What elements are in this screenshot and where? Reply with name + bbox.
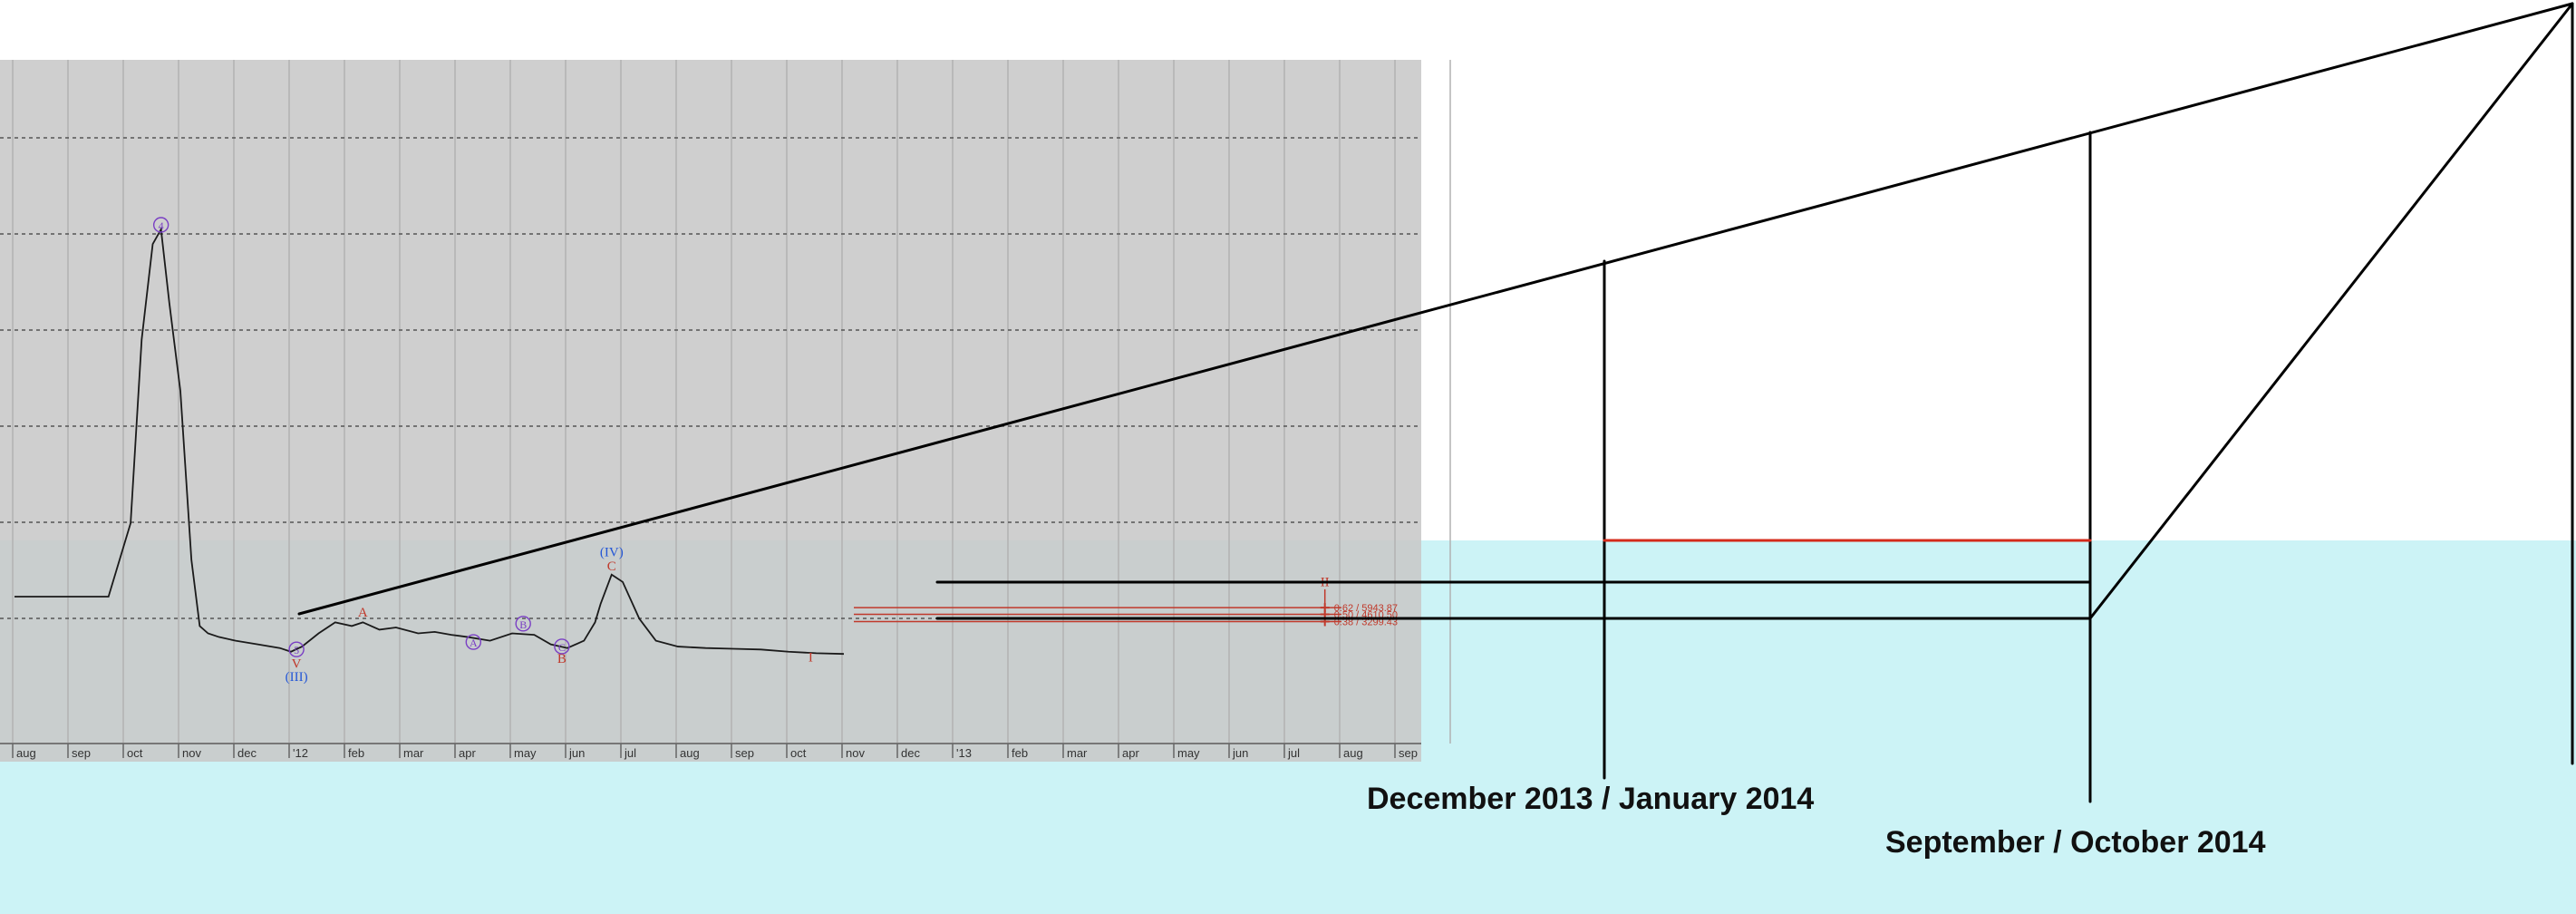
chart-grid (0, 60, 1451, 744)
rising-target-line (2088, 2, 2574, 620)
wave-label: B (519, 618, 527, 631)
circled-letter-icon (515, 616, 531, 632)
wave-label: 4 (159, 219, 164, 232)
chart-plot-area (0, 60, 1421, 762)
x-tick-label: feb (1012, 746, 1028, 760)
x-tick-label: apr (1122, 746, 1139, 760)
first-target-caption: December 2013 / January 2014 (1367, 782, 1815, 816)
x-tick-label: may (1177, 746, 1200, 760)
x-tick-label: sep (72, 746, 91, 760)
price-line (15, 227, 845, 656)
wave-label: V (292, 657, 302, 672)
x-tick-label: '12 (293, 746, 308, 760)
x-tick-label: oct (790, 746, 807, 760)
wave-label: A (358, 606, 368, 620)
x-tick-label: mar (403, 746, 424, 760)
x-tick-label: apr (459, 746, 476, 760)
fib-level-label: 0.38 / 3299.43 (1334, 617, 1398, 628)
x-tick-label: nov (182, 746, 201, 760)
circled-letter-icon (554, 638, 570, 655)
x-tick-label: may (514, 746, 537, 760)
x-tick-label: aug (680, 746, 700, 760)
wave-label: 5 (294, 644, 299, 656)
x-tick-label: sep (735, 746, 754, 760)
x-tick-label: aug (1343, 746, 1363, 760)
x-tick-label: oct (127, 746, 143, 760)
circled-letter-icon (288, 641, 305, 657)
wave-label: C (607, 559, 616, 574)
x-tick-label: jul (624, 746, 636, 760)
x-tick-label: '13 (956, 746, 972, 760)
price-series (15, 227, 845, 656)
wave-label: C (558, 641, 566, 654)
x-tick-label: dec (237, 746, 257, 760)
wave-label: (IV) (600, 545, 624, 559)
wave-label: (III) (286, 670, 308, 685)
x-axis-ticks: aug sep oct nov dec '12 feb mar apr may jun jul aug s… (12, 744, 1418, 760)
wave-label: A (470, 637, 478, 649)
x-tick-label: feb (348, 746, 364, 760)
circled-letter-icon (152, 217, 169, 233)
x-tick-label: jun (1232, 746, 1248, 760)
x-tick-label: aug (16, 746, 36, 760)
fib-level-label: 0.62 / 5943.87 (1334, 603, 1398, 614)
x-tick-label: nov (846, 746, 865, 760)
x-tick-label: jun (568, 746, 585, 760)
wave-label: I (809, 650, 813, 665)
x-tick-label: sep (1399, 746, 1418, 760)
second-target-caption: September / October 2014 (1885, 825, 2266, 860)
wave-label: B (557, 652, 567, 666)
projection-trendline (297, 2, 2574, 616)
projection-lines (297, 2, 2574, 803)
circled-letter-icon (465, 634, 481, 650)
x-tick-label: dec (901, 746, 920, 760)
x-tick-label: jul (1287, 746, 1300, 760)
x-tick-label: mar (1067, 746, 1088, 760)
